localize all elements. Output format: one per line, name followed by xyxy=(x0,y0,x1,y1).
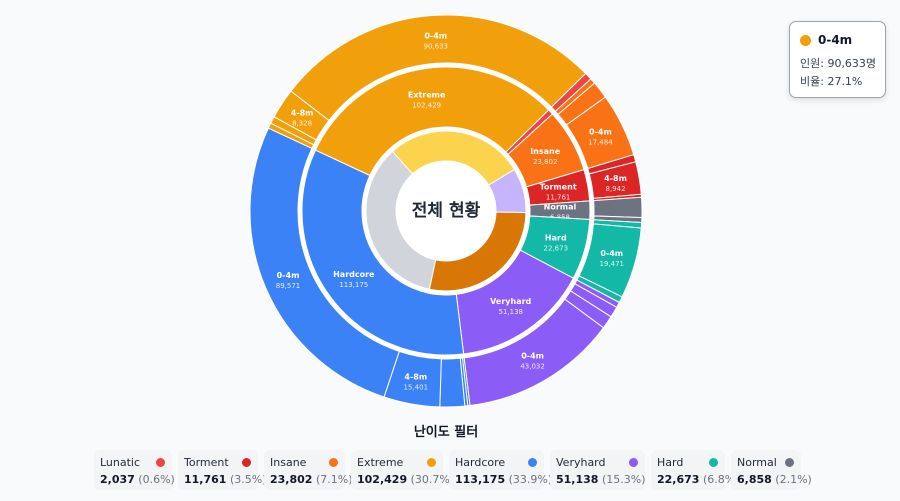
outer-label-insane-value: 17,484 xyxy=(588,138,613,146)
segment-label-extreme: Extreme xyxy=(408,91,446,100)
segment-label-insane-value: 23,802 xyxy=(533,158,558,166)
outer-label-extreme-value: 8,328 xyxy=(292,120,312,128)
tooltip: 0-4m 인원: 90,633명 비율: 27.1% xyxy=(789,21,886,98)
outer-label-hard-value: 19,471 xyxy=(599,260,624,268)
filter-chip-count: 51,138 xyxy=(556,473,599,486)
segment-label-torment: Torment xyxy=(540,183,577,192)
filter-chip-pct: (7.1%) xyxy=(315,473,353,486)
filter-chip-count: 11,761 xyxy=(184,473,227,486)
segment-hardcore[interactable] xyxy=(301,149,465,356)
segment-label-veryhard-value: 51,138 xyxy=(498,308,523,316)
filter-chip-pct: (33.9%) xyxy=(508,473,553,486)
tooltip-color-dot xyxy=(800,34,811,46)
inner-segment-3[interactable] xyxy=(365,150,437,290)
segment-label-hardcore-value: 113,175 xyxy=(339,281,368,289)
tooltip-ratio: 비율: 27.1% xyxy=(800,75,863,88)
tooltip-count: 인원: 90,633명 xyxy=(800,57,877,70)
outer-label-hardcore: 0-4m xyxy=(277,271,300,280)
outer-label-extreme-value: 90,633 xyxy=(423,42,448,50)
filter-chip-name: Normal xyxy=(737,456,777,469)
outer-label-veryhard-value: 43,032 xyxy=(520,363,545,371)
outer-label-hard: 0-4m xyxy=(600,249,623,258)
filter-chip-name: Insane xyxy=(270,456,307,469)
filter-title: 난이도 필터 xyxy=(413,425,479,440)
filter-chip-name: Veryhard xyxy=(556,456,606,469)
center-title: 전체 현황 xyxy=(411,201,481,221)
filter-chip-count: 22,673 xyxy=(657,473,700,486)
filter-chip-name: Extreme xyxy=(357,456,404,469)
filter-chip-hard[interactable]: Hard 22,673 (6.8%) xyxy=(651,450,739,490)
filter-color-dot xyxy=(329,458,338,467)
filter-color-dot xyxy=(709,458,718,467)
filter-color-dot xyxy=(427,458,436,467)
filter-chip-pct: (0.6%) xyxy=(138,473,175,486)
filter-chip-name: Lunatic xyxy=(100,456,141,469)
segment-label-insane: Insane xyxy=(530,147,561,156)
segment-extreme[interactable] xyxy=(314,66,550,177)
outer-label-hardcore-value: 15,401 xyxy=(404,383,429,391)
outer-label-hardcore-value: 89,571 xyxy=(276,282,301,290)
filter-chip-pct: (30.7%) xyxy=(410,473,455,486)
segment-label-torment-value: 11,761 xyxy=(546,194,571,202)
segment-label-hard-value: 22,673 xyxy=(544,245,569,253)
outer-label-hardcore: 4-8m xyxy=(404,372,427,381)
segment-label-extreme-value: 102,429 xyxy=(412,102,441,110)
filter-chip-hardcore[interactable]: Hardcore 113,175 (33.9%) xyxy=(449,450,552,490)
filter-chip-torment[interactable]: Torment 11,761 (3.5%) xyxy=(178,450,266,490)
filter-chip-insane[interactable]: Insane 23,802 (7.1%) xyxy=(264,450,352,490)
center-circle xyxy=(398,163,494,259)
filter-chip-count: 113,175 xyxy=(455,473,506,486)
filter-color-dot xyxy=(528,458,537,467)
filter-chip-name: Torment xyxy=(184,456,229,469)
outer-label-insane: 0-4m xyxy=(589,127,612,136)
filter-chip-count: 23,802 xyxy=(270,473,313,486)
outer-label-extreme: 4-8m xyxy=(291,109,314,118)
tooltip-title: 0-4m xyxy=(818,33,853,47)
outer-label-torment-value: 8,942 xyxy=(606,185,626,193)
filter-chip-pct: (2.1%) xyxy=(775,473,812,486)
filter-chip-normal[interactable]: Normal 6,858 (2.1%) xyxy=(731,450,812,490)
segment-label-hard: Hard xyxy=(545,234,567,243)
filter-color-dot xyxy=(242,458,251,467)
segment-label-hardcore: Hardcore xyxy=(333,270,375,279)
outer-segment-hardcore[interactable] xyxy=(439,357,466,408)
filter-chip-count: 2,037 xyxy=(100,473,135,486)
difficulty-filter: Lunatic 2,037 (0.6%) Torment 11,761 (3.5%… xyxy=(94,450,812,490)
filter-chip-pct: (6.8%) xyxy=(702,473,740,486)
filter-chip-pct: (3.5%) xyxy=(229,473,267,486)
segment-label-veryhard: Veryhard xyxy=(490,297,531,306)
filter-chip-name: Hard xyxy=(657,456,684,469)
outer-label-veryhard: 0-4m xyxy=(521,352,544,361)
segment-label-normal: Normal xyxy=(544,202,577,211)
filter-chip-extreme[interactable]: Extreme 102,429 (30.7%) xyxy=(351,450,454,490)
filter-chip-name: Hardcore xyxy=(455,456,506,469)
filter-chip-pct: (15.3%) xyxy=(601,473,646,486)
filter-chip-lunatic[interactable]: Lunatic 2,037 (0.6%) xyxy=(94,450,175,490)
filter-color-dot xyxy=(785,458,794,467)
filter-chip-veryhard[interactable]: Veryhard 51,138 (15.3%) xyxy=(550,450,645,490)
filter-color-dot xyxy=(629,458,638,467)
filter-color-dot xyxy=(156,458,165,467)
outer-segment-hardcore[interactable] xyxy=(249,127,400,398)
sunburst-chart: Extreme 102,429 4-8m 8,328 0-4m 90,633 Insane 2… xyxy=(249,14,643,408)
outer-label-extreme: 0-4m xyxy=(424,31,447,40)
outer-segment-normal[interactable] xyxy=(593,196,643,219)
filter-chip-count: 102,429 xyxy=(357,473,408,486)
outer-label-torment: 4-8m xyxy=(604,174,627,183)
filter-chip-count: 6,858 xyxy=(737,473,772,486)
